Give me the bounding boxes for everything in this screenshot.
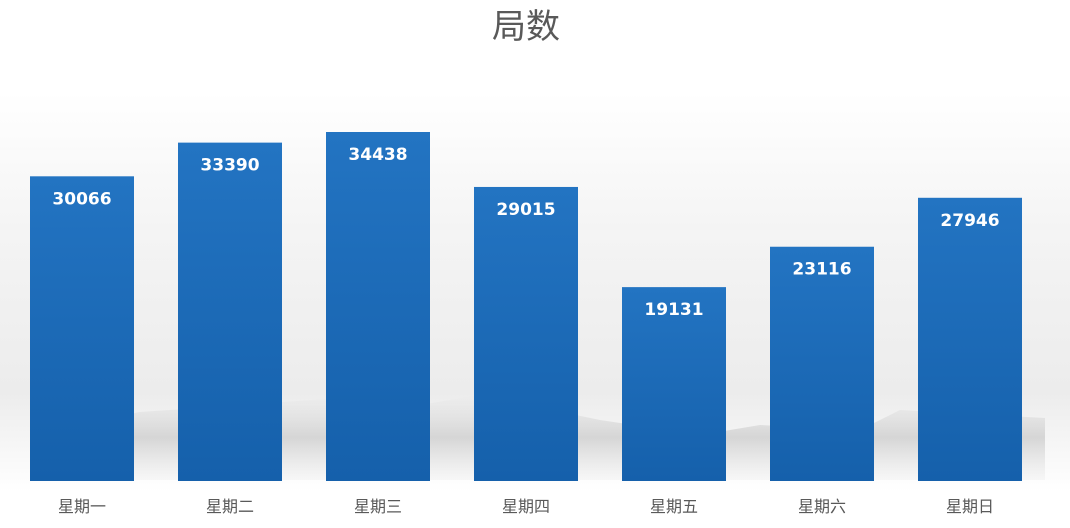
data-label-1: 30066 [52,189,111,209]
x-tick-label-7: 星期日 [946,497,994,516]
bar-6 [770,246,874,481]
x-tick-label-2: 星期二 [206,497,254,516]
x-axis-ticks: 星期一 星期二 星期三 星期四 星期五 星期六 星期日 [58,497,994,516]
x-tick-label-1: 星期一 [58,497,106,516]
x-tick-label-6: 星期六 [798,497,846,516]
bar-7 [918,197,1022,481]
data-label-5: 19131 [644,300,703,320]
bars-group [30,132,1022,481]
bar-3 [326,132,430,481]
x-tick-label-3: 星期三 [354,497,402,516]
data-labels-group: 30066 33390 34438 29015 19131 23116 27946 [52,145,999,320]
bar-1 [30,176,134,481]
x-tick-label-4: 星期四 [502,497,550,516]
bar-2 [178,142,282,481]
data-label-6: 23116 [792,260,851,280]
chart-title: 局数 [492,7,560,47]
data-label-4: 29015 [496,200,555,220]
bar-5 [622,287,726,481]
data-label-2: 33390 [200,156,259,176]
x-tick-label-5: 星期五 [650,497,698,516]
data-label-7: 27946 [940,211,999,231]
bar-4 [474,186,578,481]
data-label-3: 34438 [348,145,407,165]
